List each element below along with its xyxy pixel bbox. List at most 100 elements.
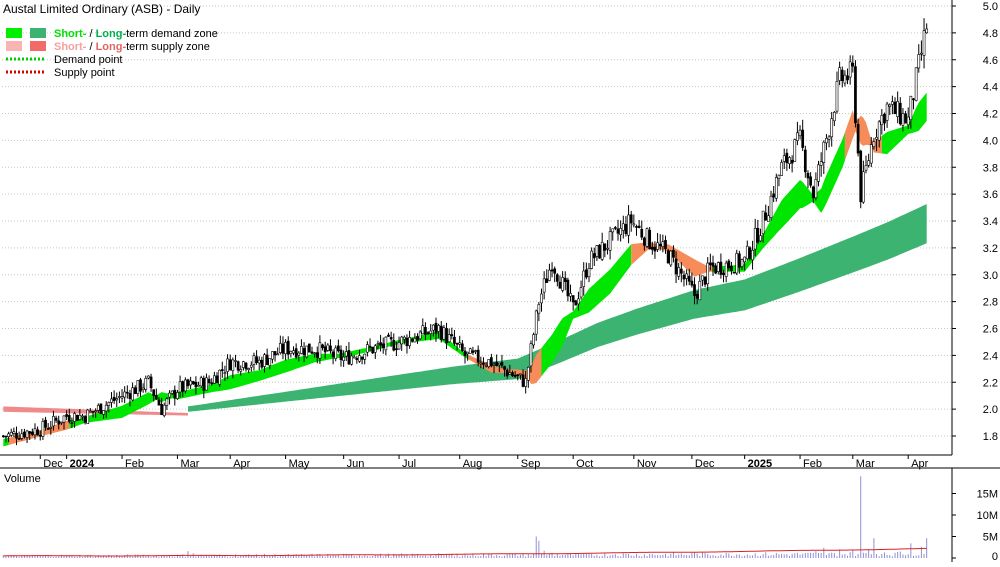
candle-body [600,241,604,260]
candle-body [582,270,586,287]
candle-body [682,274,686,280]
candle-body [28,431,32,434]
candle-body [738,253,741,268]
candle-body [632,223,636,226]
candle-body [825,138,828,144]
candle-body [400,336,404,345]
candle-body [178,381,182,393]
candle-body [769,195,773,218]
candle-body [548,269,551,281]
candle-body [141,387,145,390]
candle-body [756,228,760,243]
candle-body [468,348,472,354]
candle-body [154,395,158,400]
candle-body [854,66,857,124]
candle-body [36,429,39,436]
candle-body [893,101,897,115]
date-tick-label: 2025 [748,458,772,470]
candle-body [476,349,480,363]
candle-body [740,259,744,267]
candle-body [144,378,148,390]
candle-body [719,261,723,275]
candle-body [598,244,601,259]
candle-body [75,414,79,422]
candle-body [661,241,665,247]
supply-point-legend-label: Supply point [54,67,115,79]
candle-body [809,176,812,186]
candle-body [603,243,607,251]
candle-body [482,362,485,365]
candle-body [627,214,630,236]
price-tick-label: 4.2 [983,109,998,121]
date-axis-ticks: Dec 2024 Feb Mar Apr May Jun Jul Aug Sep Oct Nov Dec… [39,455,929,470]
volume-tick-label: 10M [977,510,998,522]
candle-body [724,262,728,277]
price-axis-ticks: 5.0 4.8 4.6 4.4 4.2 4.0 3.8 3.6 3.4 3.2 3.0 2.8 2.6 2… [952,1,998,443]
candle-body [521,374,525,387]
price-tick-label: 5.0 [983,1,998,13]
candle-body [867,160,870,166]
candle-body [205,377,208,391]
candle-body [363,353,367,360]
date-tick-label: Nov [637,458,657,470]
candle-body [690,280,694,286]
candle-body [173,389,177,399]
candle-body [334,347,338,359]
candle-body [249,364,253,368]
candle-body [767,215,770,222]
demand-supply-zones [3,92,927,447]
candle-body [474,350,477,352]
candle-body [798,129,802,137]
candle-body [827,136,831,140]
date-tick-label: Oct [576,458,593,470]
candle-body [392,339,396,351]
candle-body [342,356,345,361]
candle-body [877,121,881,141]
candle-body [326,344,330,351]
price-tick-label: 2.0 [983,404,998,416]
chart-title: Austal Limited Ordinary (ASB) - Daily [3,2,200,16]
candlesticks [1,18,929,446]
candle-body [532,334,535,346]
candle-body [664,240,667,249]
candle-body [669,250,673,266]
candle-body [139,379,142,392]
candle-body [772,193,776,198]
candle-body [912,98,915,101]
candle-body [107,402,111,406]
candle-body [843,74,847,84]
candle-body [788,157,791,164]
candle-body [500,362,504,366]
candle-body [666,250,670,264]
candle-body [347,350,351,365]
candle-body [817,164,820,182]
candle-body [112,396,116,401]
candle-body [86,409,90,424]
candle-body [110,398,113,403]
candle-body [38,435,42,437]
candle-body [220,369,224,372]
date-tick-label: Jul [402,458,416,470]
candle-body [585,269,588,278]
candle-body [231,359,235,371]
demand-point-legend-label: Demand point [54,54,123,66]
candle-body [590,250,593,269]
price-tick-label: 3.2 [983,243,998,255]
candle-body [294,348,298,358]
date-tick-label: Sep [521,458,541,470]
candle-body [519,373,522,376]
candle-body [226,358,229,372]
candle-body [23,431,26,438]
candle-body [49,426,53,429]
candle-body [909,95,913,121]
candle-body [302,348,306,356]
candle-body [410,338,414,342]
candle-body [30,431,34,435]
candle-body [83,416,87,423]
candle-body [4,435,8,438]
short-term-demand-zone [69,331,468,429]
candle-body [52,416,55,427]
candle-body [25,430,29,438]
candle-body [183,379,187,392]
candle-body [698,281,702,301]
